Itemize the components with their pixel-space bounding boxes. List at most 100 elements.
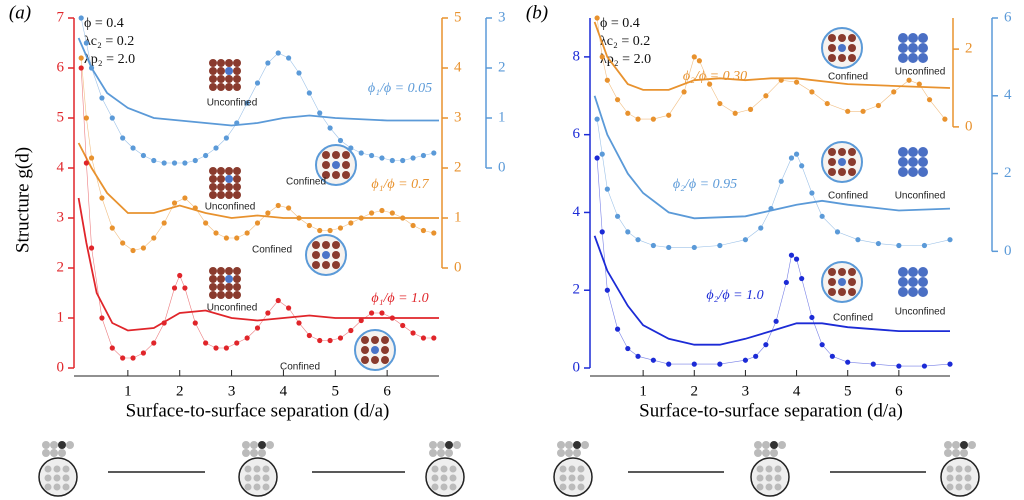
schematic-particle [322,171,330,179]
data-point [130,247,136,254]
x-tick-label: 1 [124,383,132,399]
schematic-particle [332,171,340,179]
schematic-particle [381,356,389,364]
data-point [845,108,851,114]
data-point [109,225,115,231]
schematic-particle [217,59,225,67]
data-point [389,157,395,164]
x-axis-label: Surface-to-surface separation (d/a) [126,400,390,421]
data-point [327,227,333,234]
data-point [223,235,229,241]
schematic-particle [58,449,66,457]
data-point [348,220,354,226]
schematic-particle [838,168,846,176]
schematic-particle [209,191,217,199]
data-point [203,220,209,226]
curve [593,21,951,91]
series-label: ϕ₁/ϕ = 0.7 [371,177,429,192]
schematic-particle [217,283,225,291]
annotation: Confined [828,191,868,202]
data-point [604,77,610,83]
data-point [213,230,219,236]
schematic-particle [559,483,567,491]
schematic-particle [42,449,50,457]
data-point [860,108,866,114]
schematic-particle [66,441,74,449]
data-point [389,210,395,216]
data-point [275,297,281,304]
data-point [368,152,375,159]
schematic-particle [918,167,928,177]
y-tick-label: 0 [573,359,581,375]
annotation: Confined [280,362,320,373]
schematic-particle [952,441,960,449]
schematic-particle [244,483,252,491]
schematic-particle [754,441,762,449]
schematic-particle [62,474,70,482]
y-tick-label: 6 [1004,9,1012,25]
data-point [223,345,229,351]
curve [77,142,439,219]
schematic-particle [774,483,782,491]
schematic-particle [756,474,764,482]
schematic-particle [908,287,918,297]
data-point [870,361,876,367]
data-point [379,155,385,161]
schematic-particle [918,277,928,287]
x-tick-label: 5 [332,383,340,399]
data-point [855,237,861,243]
data-point [182,285,188,291]
schematic-particle [918,43,928,53]
data-point [793,151,800,157]
schematic-particle [955,483,963,491]
data-point [358,317,364,324]
schematic-particle [250,449,258,457]
y-tick-label: 4 [1004,87,1012,103]
schematic-particle [577,474,585,482]
schematic-particle [964,483,972,491]
data-point [140,152,147,159]
data-point [306,222,312,229]
schematic-particle [770,449,778,457]
y-tick-label: 0 [454,259,462,275]
schematic-particle [848,268,856,276]
data-point [296,320,302,326]
data-point [296,70,302,76]
data-point [650,242,656,249]
data-point [410,222,416,229]
schematic-particle [838,268,846,276]
schematic-particle [908,147,918,157]
data-point [244,230,250,236]
schematic-particle [838,278,846,286]
schematic-particle [371,336,379,344]
schematic-particle [209,167,217,175]
y-tick-label: 2 [498,59,506,75]
schematic-particle [918,287,928,297]
schematic-particle [209,183,217,191]
schematic-particle [568,474,576,482]
schematic-particle [581,441,589,449]
annotation: Confined [286,177,326,188]
schematic-particle [209,283,217,291]
schematic-particle [445,441,453,449]
data-point [916,81,922,87]
schematic-particle [225,167,233,175]
y-tick-label: 4 [573,204,581,220]
schematic-particle [908,277,918,287]
y-tick-label: 2 [454,159,462,175]
data-point [788,155,795,161]
data-point [614,326,621,332]
data-point [265,210,271,216]
data-point [337,335,344,341]
schematic-particle [898,53,908,63]
schematic-particle [908,267,918,277]
schematic-particle [908,43,918,53]
data-point [896,363,902,369]
data-point [99,315,105,321]
data-point [358,150,364,156]
schematic-particle [233,75,241,83]
data-point [921,363,928,369]
schematic-particle [312,261,320,269]
x-axis-label: Surface-to-surface separation (d/a) [639,400,903,421]
schematic-particle [778,441,786,449]
